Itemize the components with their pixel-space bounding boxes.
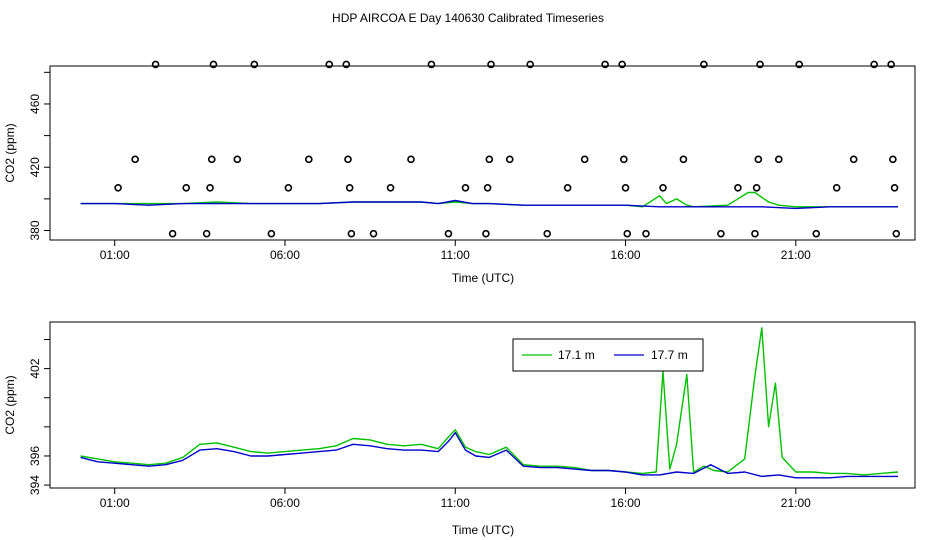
cal-point: [347, 229, 356, 238]
cal-point: [250, 60, 259, 69]
cal-point: [601, 60, 609, 69]
top-y-axis: 380 420 460: [28, 71, 50, 241]
x-tick-label: 06:00: [270, 496, 300, 510]
x-tick-label: 11:00: [441, 496, 470, 510]
cal-point: [754, 155, 763, 164]
bottom-x-axis: 01:00 06:00 11:00 16:00 21:00: [100, 488, 811, 510]
cal-point: [618, 60, 626, 69]
cal-point: [774, 155, 783, 164]
y-tick-label: 460: [28, 94, 42, 114]
cal-point: [659, 184, 667, 192]
x-tick-label: 06:00: [270, 248, 300, 262]
cal-point: [151, 60, 160, 69]
bottom-series-layer: [80, 327, 899, 479]
cal-point: [870, 60, 878, 69]
series-line-blue: [80, 199, 898, 210]
cal-point: [344, 155, 352, 164]
top-series-layer: [80, 191, 898, 210]
cal-point: [345, 184, 354, 192]
cal-point: [305, 155, 313, 164]
x-tick-label: 21:00: [781, 248, 811, 262]
cal-point: [620, 155, 628, 164]
cal-point: [623, 229, 632, 238]
bottom-y-axis-label: CO2 (ppm): [3, 375, 17, 434]
cal-point: [642, 229, 650, 238]
top-chart: 01:00 06:00 11:00 16:00 21:00 380 420 460 Time…: [3, 60, 916, 285]
page-title: HDP AIRCOA E Day 140630 Calibrated Times…: [332, 11, 604, 25]
cal-point: [717, 229, 725, 238]
cal-point: [461, 184, 470, 192]
bottom-chart: 01:00 06:00 11:00 16:00 21:00 394 396 402 Time…: [3, 321, 916, 537]
cal-point: [482, 229, 490, 238]
cal-point: [407, 155, 415, 164]
cal-point: [734, 184, 742, 192]
cal-point: [832, 184, 841, 192]
cal-point: [369, 229, 378, 238]
cal-point: [325, 60, 334, 69]
y-tick-label: 402: [28, 358, 42, 378]
cal-point: [485, 155, 494, 164]
cal-point: [889, 155, 897, 164]
legend: 17.1 m 17.7 m: [512, 338, 704, 372]
cal-point: [621, 184, 630, 192]
cal-point: [887, 60, 895, 69]
x-tick-label: 16:00: [611, 248, 641, 262]
cal-point: [487, 60, 495, 69]
series-line-blue: [80, 432, 898, 479]
cal-point: [131, 155, 139, 164]
cal-point: [849, 155, 858, 164]
cal-point: [114, 184, 122, 192]
legend-label-blue: 17.7 m: [651, 348, 688, 362]
top-cal-points: [114, 60, 901, 238]
cal-point: [543, 229, 552, 238]
cal-point: [233, 155, 242, 164]
cal-point: [526, 60, 534, 69]
cal-point: [890, 184, 899, 192]
series-line-green: [80, 327, 899, 476]
cal-point: [580, 155, 589, 164]
cal-point: [812, 229, 821, 238]
cal-point: [168, 229, 177, 238]
cal-point: [267, 229, 276, 238]
cal-point: [427, 60, 436, 69]
bottom-x-axis-label: Time (UTC): [452, 523, 514, 537]
cal-point: [483, 184, 492, 192]
top-x-axis-label: Time (UTC): [452, 271, 514, 285]
cal-point: [795, 60, 804, 69]
cal-point: [700, 60, 708, 69]
cal-point: [202, 229, 211, 238]
y-tick-label: 396: [28, 446, 42, 466]
cal-point: [756, 60, 764, 69]
cal-point: [505, 155, 514, 164]
bottom-plot-frame: [49, 321, 916, 489]
x-tick-label: 11:00: [441, 248, 470, 262]
cal-point: [209, 60, 218, 69]
y-tick-label: 380: [28, 220, 42, 240]
cal-point: [751, 229, 759, 238]
cal-point: [207, 155, 216, 164]
y-tick-label: 420: [28, 157, 42, 177]
top-y-axis-label: CO2 (ppm): [3, 123, 17, 182]
x-tick-label: 16:00: [611, 496, 641, 510]
bottom-y-axis: 394 396 402: [28, 338, 50, 495]
series-line-green: [80, 191, 898, 208]
top-plot-frame: [49, 65, 916, 241]
cal-point: [444, 229, 453, 238]
cal-point: [679, 155, 688, 164]
cal-point: [892, 229, 901, 238]
x-tick-label: 21:00: [781, 496, 811, 510]
x-tick-label: 01:00: [100, 248, 130, 262]
cal-point: [284, 184, 293, 192]
x-tick-label: 01:00: [100, 496, 130, 510]
cal-point: [386, 184, 395, 192]
legend-label-green: 17.1 m: [558, 348, 595, 362]
y-tick-label: 394: [28, 475, 42, 495]
cal-point: [342, 60, 351, 69]
cal-point: [752, 184, 761, 192]
top-x-axis: 01:00 06:00 11:00 16:00 21:00: [100, 240, 811, 262]
cal-point: [206, 184, 214, 192]
cal-point: [563, 184, 572, 192]
cal-point: [182, 184, 191, 192]
